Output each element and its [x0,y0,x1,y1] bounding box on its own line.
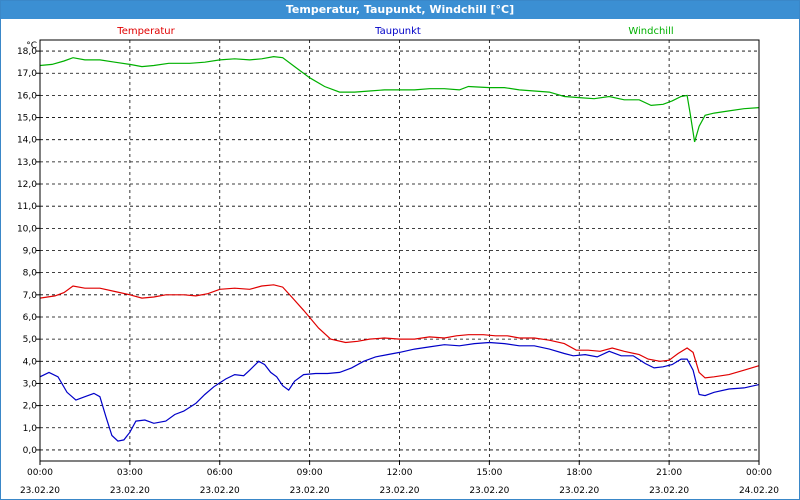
y-tick-label: 17,0 [17,69,37,79]
x-tick-time: 15:00 [476,468,502,478]
y-tick-label: 5,0 [23,335,38,345]
y-tick-label: 15,0 [17,114,37,124]
x-tick-date: 23.02.20 [110,486,150,496]
y-tick-label: 11,0 [17,202,37,212]
x-tick-time: 06:00 [207,468,233,478]
plot-frame [39,39,760,462]
window-title: Temperatur, Taupunkt, Windchill [°C] [1,1,799,19]
legend-entry-windchill: Windchill [628,26,673,37]
plot-lines [39,55,760,442]
y-tick-label: 8,0 [23,269,38,279]
x-tick-date: 23.02.20 [200,486,240,496]
series-line-windchill [39,55,760,143]
x-tick-time: 18:00 [566,468,592,478]
x-tick-date: 23.02.20 [559,486,599,496]
y-tick-label: 3,0 [23,379,38,389]
legend-entry-temperatur: Temperatur [116,26,175,37]
x-axis: 00:00 23.02.20 03:00 23.02.20 06:00 23.02.20 0… [20,461,779,496]
x-tick-date: 24.02.20 [739,486,779,496]
y-tick-label: 12,0 [17,180,37,190]
gridlines [40,40,759,461]
y-tick-label: 7,0 [23,291,38,301]
x-tick-time: 03:00 [117,468,143,478]
x-tick-date: 23.02.20 [469,486,509,496]
y-unit-label: °C [26,41,37,51]
x-tick-time: 00:00 [746,468,772,478]
x-tick-time: 12:00 [387,468,413,478]
y-tick-label: 13,0 [17,158,37,168]
y-axis: 0,0 1,0 2,0 3,0 4,0 5,0 6,0 7,0 8,0 9,0 10,0 11,0 12… [17,47,40,456]
legend: Temperatur Taupunkt Windchill [116,26,673,37]
x-tick-date: 23.02.20 [290,486,330,496]
legend-entry-taupunkt: Taupunkt [374,26,421,37]
series-line-temperatur [39,284,760,379]
x-tick-time: 09:00 [297,468,323,478]
chart-canvas: 0,0 1,0 2,0 3,0 4,0 5,0 6,0 7,0 8,0 9,0 10,0 11,0 12… [17,26,779,496]
y-tick-label: 10,0 [17,224,37,234]
y-tick-label: 6,0 [23,313,38,323]
x-tick-date: 23.02.20 [379,486,419,496]
series-line-taupunkt [39,341,760,442]
y-tick-label: 0,0 [23,446,38,456]
y-tick-label: 18,0 [17,47,37,57]
x-tick-date: 23.02.20 [649,486,689,496]
x-tick-time: 00:00 [27,468,53,478]
y-tick-label: 16,0 [17,91,37,101]
x-tick-date: 23.02.20 [20,486,60,496]
y-tick-label: 9,0 [23,247,38,257]
y-tick-label: 14,0 [17,136,37,146]
y-tick-label: 1,0 [23,424,38,434]
y-tick-label: 2,0 [23,402,38,412]
y-tick-label: 4,0 [23,357,38,367]
x-tick-time: 21:00 [656,468,682,478]
